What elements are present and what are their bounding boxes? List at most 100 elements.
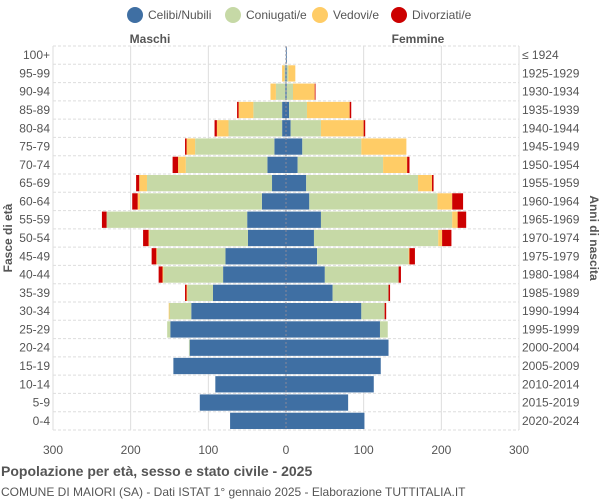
- bar-male: [195, 138, 275, 155]
- bar-male: [137, 193, 140, 210]
- bar-female: [320, 211, 453, 228]
- bar-female: [286, 65, 289, 82]
- bar-male: [185, 284, 187, 301]
- y-axis-label-right: Anni di nascita: [587, 195, 600, 281]
- bar-male: [282, 120, 286, 137]
- x-tick-label: 200: [431, 443, 451, 457]
- bar-male: [270, 83, 276, 100]
- bar-female: [286, 357, 381, 375]
- bar-male: [151, 248, 157, 265]
- age-label: 85-89: [19, 103, 50, 117]
- bar-male: [272, 175, 286, 192]
- bar-female: [286, 65, 287, 82]
- males-header: Maschi: [130, 32, 171, 46]
- legend-label: Coniugati/e: [246, 8, 307, 22]
- population-pyramid: 300 200 100 0 100 200 300 100+ ≤ 1924 95-99 1925-1…: [1, 7, 600, 457]
- bar-male: [275, 83, 286, 100]
- age-label: 60-64: [19, 194, 50, 208]
- age-label: 95-99: [19, 66, 50, 80]
- x-tick-label: 100: [354, 443, 374, 457]
- bar-male: [156, 248, 158, 265]
- bar-female: [302, 138, 362, 155]
- legend-label: Divorziati/e: [412, 8, 472, 22]
- bar-female: [286, 83, 293, 100]
- birth-year-label: 2020-2024: [522, 414, 580, 428]
- bar-female: [286, 303, 362, 320]
- bar-female: [320, 120, 364, 137]
- bar-female: [297, 156, 384, 173]
- bar-male: [172, 156, 179, 173]
- bar-male: [214, 120, 217, 137]
- birth-year-label: 1990-1994: [522, 304, 580, 318]
- birth-year-label: 1985-1989: [522, 286, 580, 300]
- bar-female: [286, 412, 365, 429]
- bar-male: [285, 65, 286, 82]
- legend-label: Celibi/Nubili: [148, 8, 211, 22]
- bar-female: [438, 229, 443, 247]
- bar-male: [167, 321, 171, 338]
- age-label: 30-34: [19, 304, 50, 318]
- bar-male: [212, 284, 286, 301]
- bar-female: [398, 266, 401, 283]
- bar-female: [286, 101, 290, 119]
- age-label: 50-54: [19, 231, 50, 245]
- bar-female: [286, 266, 325, 283]
- bar-male: [149, 229, 248, 247]
- bar-male: [148, 229, 150, 247]
- x-tick-label: 300: [43, 443, 63, 457]
- bar-male: [170, 321, 286, 338]
- bar-male: [169, 303, 192, 320]
- chart-title: Popolazione per età, sesso e stato civil…: [1, 463, 313, 479]
- birth-year-label: 1970-1974: [522, 231, 580, 245]
- bar-female: [286, 120, 291, 137]
- bar-female: [361, 138, 407, 155]
- bar-female: [286, 339, 389, 356]
- bar-female: [384, 303, 387, 320]
- bar-female: [349, 101, 352, 119]
- bar-female: [388, 284, 391, 301]
- bar-male: [238, 101, 254, 119]
- females-header: Femmine: [392, 32, 445, 46]
- bar-female: [286, 376, 374, 393]
- bar-female: [324, 266, 399, 283]
- age-label: 40-44: [19, 268, 50, 282]
- birth-year-label: 1925-1929: [522, 66, 580, 80]
- bar-female: [286, 284, 333, 301]
- age-label: 65-69: [19, 176, 50, 190]
- bar-female: [409, 248, 415, 265]
- bar-male: [247, 211, 286, 228]
- bar-male: [187, 284, 213, 301]
- bar-female: [314, 83, 316, 100]
- bar-male: [261, 193, 286, 210]
- bar-male: [136, 175, 140, 192]
- age-label: 20-24: [19, 341, 50, 355]
- bar-female: [363, 120, 366, 137]
- age-label: 0-4: [33, 414, 51, 428]
- bar-male: [284, 65, 286, 82]
- birth-year-label: 1960-1964: [522, 194, 580, 208]
- birth-year-label: 1955-1959: [522, 176, 580, 190]
- bar-female: [332, 284, 389, 301]
- bar-male: [162, 266, 164, 283]
- bar-male: [253, 101, 283, 119]
- bar-male: [185, 138, 187, 155]
- age-label: 55-59: [19, 213, 50, 227]
- x-tick-label: 200: [121, 443, 141, 457]
- age-label: 90-94: [19, 85, 50, 99]
- legend-marker: [312, 7, 328, 23]
- bar-female: [309, 193, 438, 210]
- bar-male: [173, 357, 286, 375]
- bar-female: [286, 229, 314, 247]
- birth-year-label: 1980-1984: [522, 268, 580, 282]
- bar-female: [286, 175, 307, 192]
- bar-female: [286, 211, 321, 228]
- bar-male: [282, 65, 285, 82]
- bar-male: [132, 193, 138, 210]
- birth-year-label: 1935-1939: [522, 103, 580, 117]
- age-label: 70-74: [19, 158, 50, 172]
- bar-female: [437, 193, 453, 210]
- birth-year-label: 1940-1944: [522, 121, 580, 135]
- age-label: 100+: [23, 48, 50, 62]
- bar-male: [158, 266, 163, 283]
